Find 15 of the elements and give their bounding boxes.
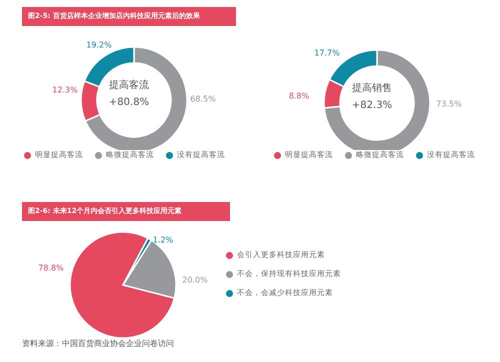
data-label: 19.2%: [86, 40, 112, 50]
text: +82.3%: [350, 99, 394, 113]
text: 资料来源：中国百货商业协会企业问卷访问: [22, 338, 174, 349]
data-label: 20.0%: [182, 276, 208, 284]
data-label: 68.5%: [190, 94, 216, 104]
text: +80.8%: [108, 96, 150, 110]
data-label: 1.2%: [152, 236, 174, 244]
pie-slice: [69, 231, 176, 339]
text: 提高客流: [108, 78, 150, 93]
data-label: 78.8%: [38, 264, 64, 272]
data-label: 17.7%: [314, 48, 340, 58]
text: 提高销售: [351, 82, 393, 96]
data-label: 8.8%: [288, 92, 310, 100]
data-label: 73.5%: [436, 100, 462, 108]
data-label: 12.3%: [52, 86, 78, 94]
